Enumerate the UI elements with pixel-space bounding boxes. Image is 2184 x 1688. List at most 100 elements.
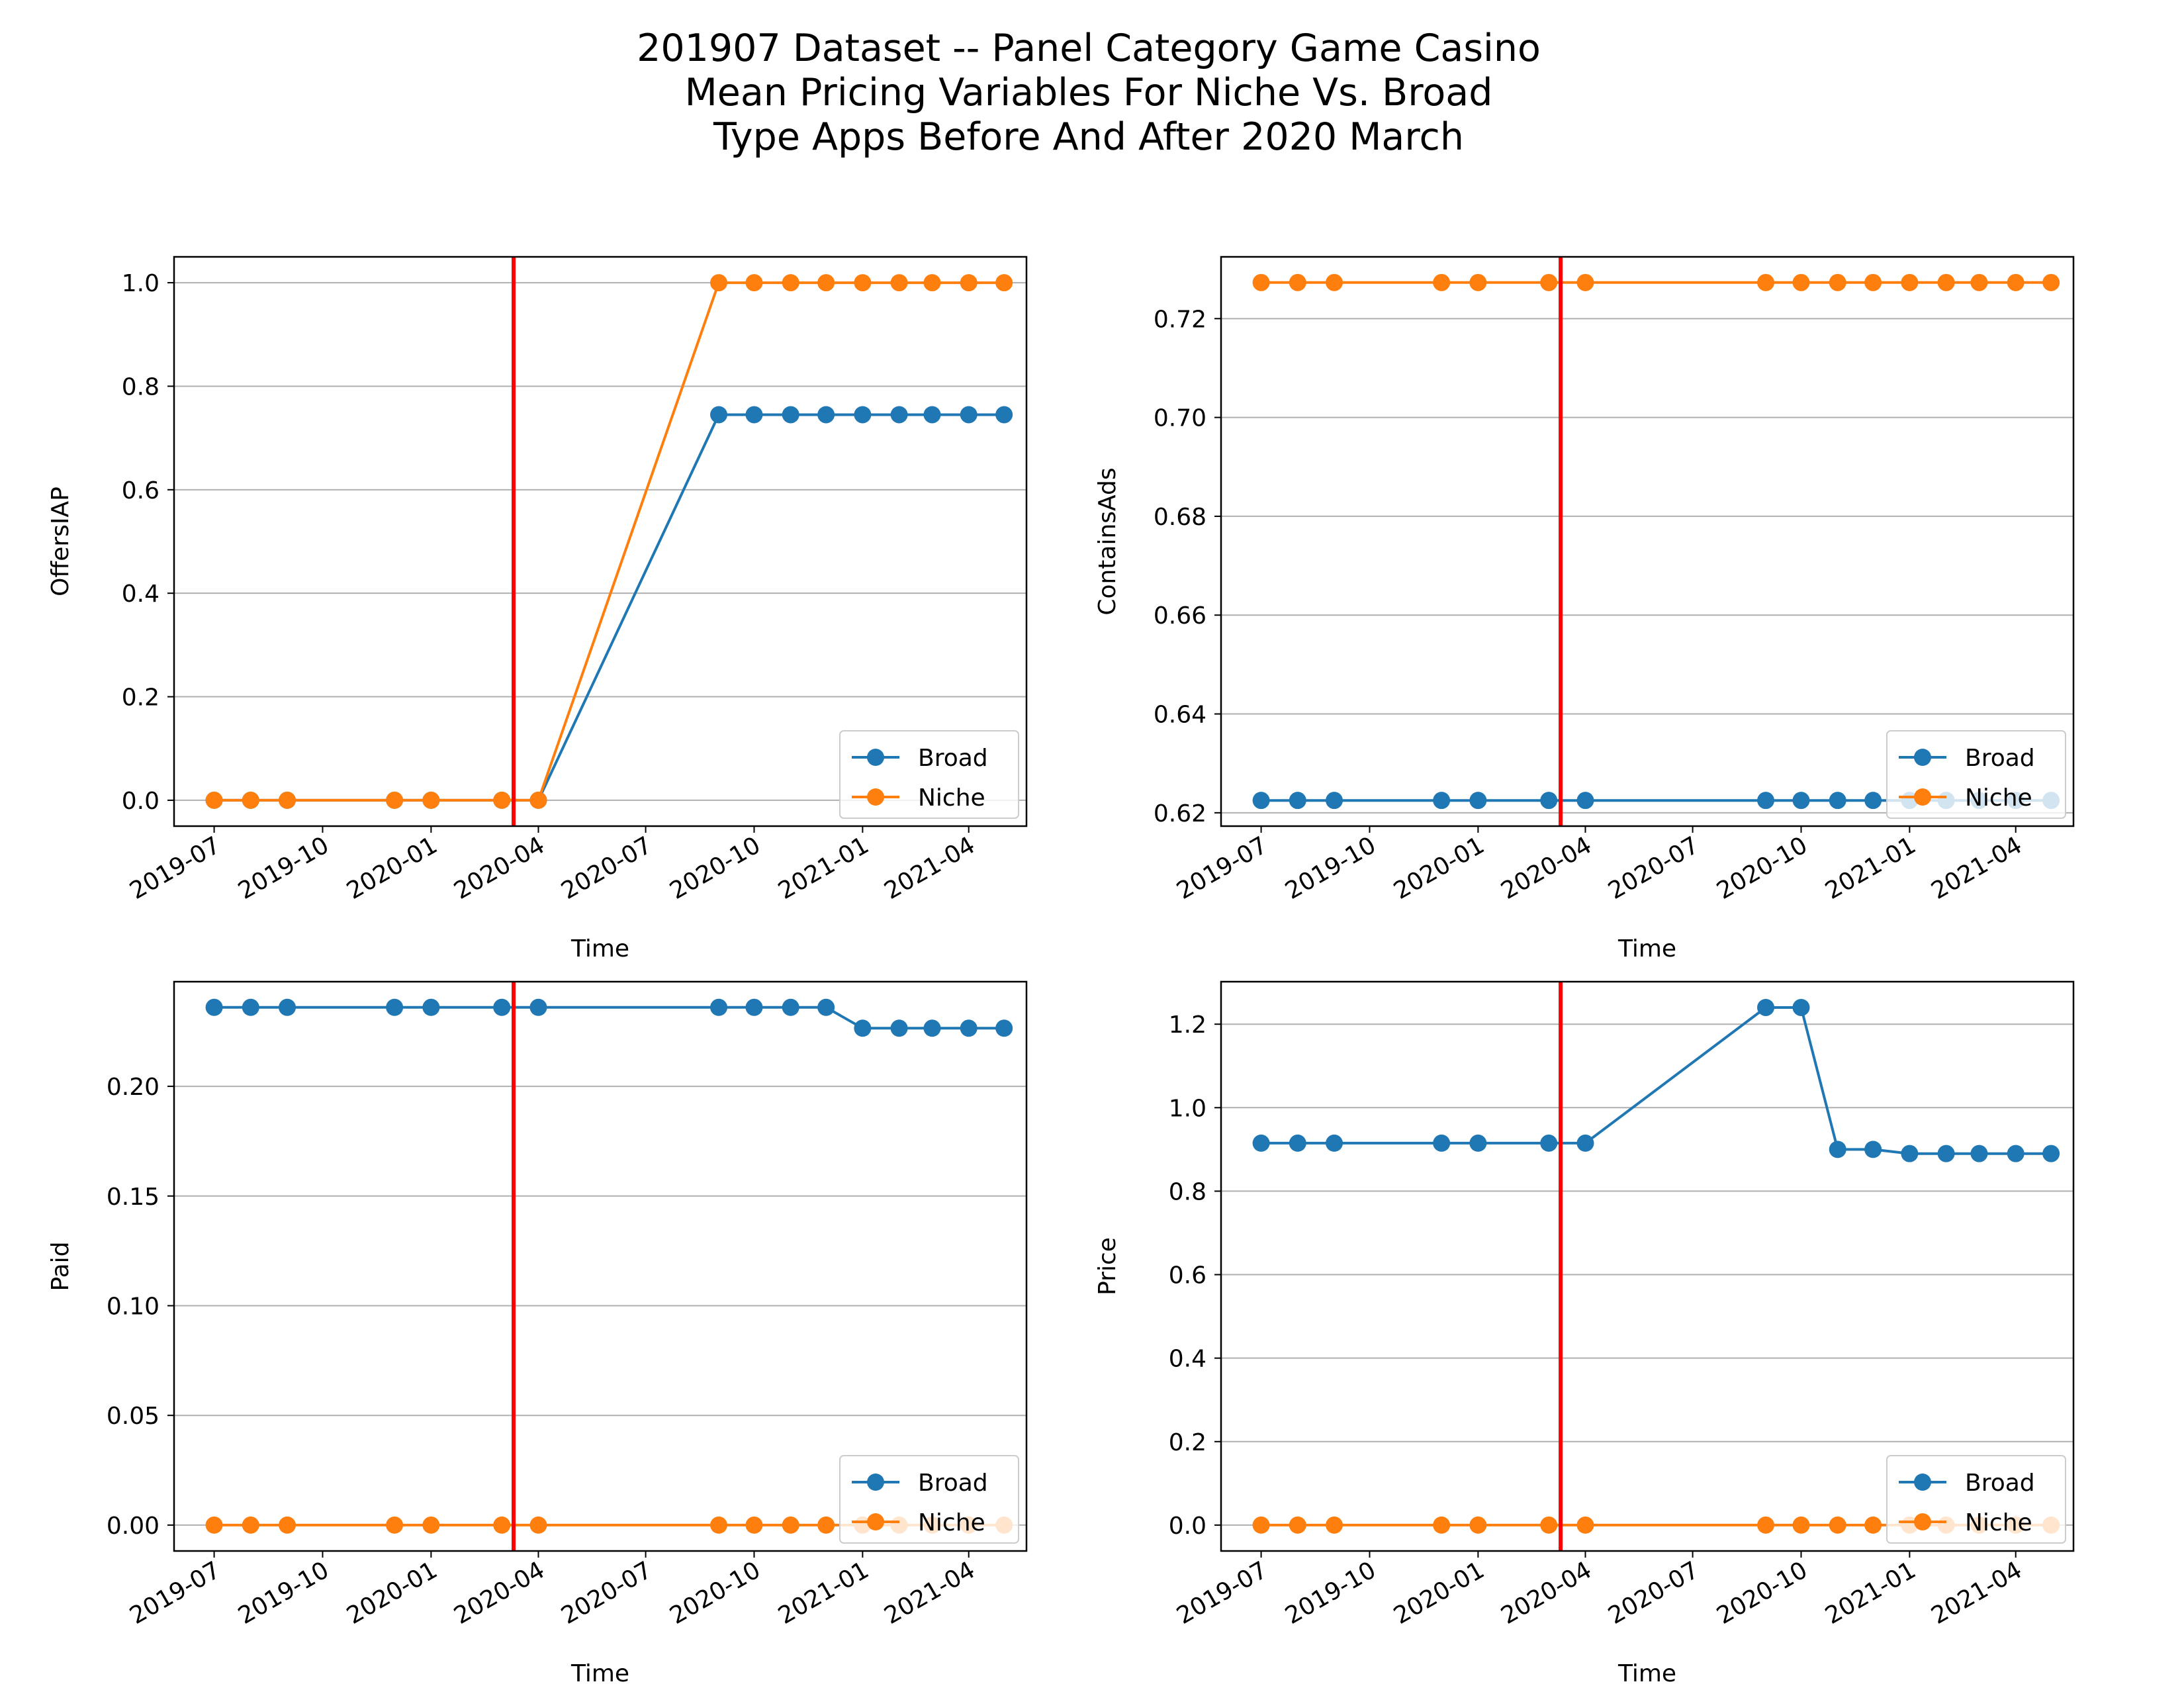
data-point-niche <box>2007 273 2025 291</box>
data-point-broad <box>995 1019 1013 1037</box>
y-tick-label: 0.2 <box>1169 1429 1206 1456</box>
y-tick-label: 0.64 <box>1154 702 1206 729</box>
data-point-broad <box>890 1019 908 1037</box>
x-tick-label: 2021-04 <box>1927 831 2026 905</box>
y-axis-label: OffersIAP <box>47 487 74 596</box>
plot-frame <box>1220 980 2075 1552</box>
data-point-broad <box>1970 1145 1988 1162</box>
data-point-niche <box>529 791 547 809</box>
y-tick-label: 0.4 <box>1169 1346 1206 1373</box>
data-point-broad <box>1829 792 1846 810</box>
data-point-niche <box>817 274 835 292</box>
legend: Broad Niche <box>839 730 1019 819</box>
data-point-niche <box>1757 1516 1775 1534</box>
data-point-broad <box>960 1019 978 1037</box>
data-point-broad <box>1289 792 1306 810</box>
data-point-broad <box>1864 1141 1882 1158</box>
data-point-broad <box>1433 792 1451 810</box>
legend-marker-niche <box>867 1513 884 1530</box>
data-point-niche <box>1326 273 1343 291</box>
legend-label-broad: Broad <box>918 1470 988 1497</box>
data-point-niche <box>782 1516 799 1534</box>
data-point-niche <box>205 1516 223 1534</box>
data-point-broad <box>1901 1145 1919 1162</box>
data-point-niche <box>1792 1516 1810 1534</box>
data-point-niche <box>1252 1516 1270 1534</box>
y-tick-label: 0.6 <box>122 477 159 504</box>
y-tick-label: 0.70 <box>1154 405 1206 432</box>
data-point-niche <box>1433 273 1451 291</box>
series-line-broad <box>214 1006 1005 1030</box>
data-point-broad <box>923 406 941 424</box>
legend-label-broad: Broad <box>1965 745 2035 772</box>
data-point-niche <box>1901 273 1919 291</box>
data-point-niche <box>1864 1516 1882 1534</box>
x-tick-label: 2020-10 <box>665 1556 765 1630</box>
data-point-niche <box>710 274 728 292</box>
y-tick-label: 0.6 <box>1169 1262 1206 1289</box>
data-point-niche <box>422 1516 440 1534</box>
data-point-broad <box>1252 1134 1270 1152</box>
y-axis-label: ContainsAds <box>1094 467 1121 615</box>
x-tick-label: 2020-04 <box>1496 831 1596 905</box>
series-line-broad <box>1261 1006 2052 1155</box>
data-point-niche <box>1864 273 1882 291</box>
data-point-niche <box>710 1516 728 1534</box>
y-tick-label: 0.00 <box>107 1513 159 1540</box>
data-point-broad <box>1433 1134 1451 1152</box>
data-point-niche <box>1433 1516 1451 1534</box>
data-point-niche <box>960 274 978 292</box>
data-point-broad <box>1757 998 1775 1016</box>
data-point-broad <box>1757 792 1775 810</box>
y-tick-label: 0.4 <box>122 581 159 608</box>
data-point-broad <box>782 998 799 1016</box>
data-point-niche <box>1576 273 1594 291</box>
data-point-niche <box>1326 1516 1343 1534</box>
legend-label-broad: Broad <box>1965 1470 2035 1497</box>
data-point-broad <box>960 406 978 424</box>
legend-marker-niche <box>1914 788 1931 806</box>
x-tick-label: 2020-07 <box>557 1556 657 1630</box>
data-point-broad <box>1829 1141 1846 1158</box>
x-axis-label: Time <box>570 935 629 962</box>
data-point-niche <box>422 791 440 809</box>
y-tick-label: 0.8 <box>1169 1178 1206 1205</box>
data-point-broad <box>854 1019 872 1037</box>
data-point-broad <box>710 998 728 1016</box>
y-tick-label: 0.15 <box>107 1184 159 1211</box>
x-axis-label: Time <box>1617 935 1676 962</box>
data-point-niche <box>1469 1516 1487 1534</box>
x-tick-label: 2020-10 <box>1712 831 1812 905</box>
y-axis-label: Paid <box>47 1241 74 1291</box>
y-tick-label: 1.0 <box>122 270 159 297</box>
data-point-broad <box>923 1019 941 1037</box>
data-point-niche <box>854 274 872 292</box>
data-point-niche <box>1937 273 1955 291</box>
y-tick-label: 0.05 <box>107 1403 159 1430</box>
legend-label-niche: Niche <box>1965 1509 2032 1536</box>
x-tick-label: 2020-04 <box>449 831 549 905</box>
data-point-broad <box>1540 792 1558 810</box>
legend-marker-niche <box>1914 1513 1931 1530</box>
data-point-broad <box>710 406 728 424</box>
data-point-niche <box>1540 1516 1558 1534</box>
data-point-niche <box>782 274 799 292</box>
x-tick-label: 2019-07 <box>1172 1556 1272 1630</box>
data-point-broad <box>1469 1134 1487 1152</box>
y-tick-label: 0.8 <box>122 373 159 400</box>
data-point-broad <box>1792 998 1810 1016</box>
legend-marker-broad <box>1914 1474 1931 1491</box>
data-point-broad <box>2007 1145 2025 1162</box>
x-tick-label: 2019-10 <box>234 831 334 905</box>
data-point-niche <box>386 791 404 809</box>
data-point-niche <box>1757 273 1775 291</box>
x-tick-label: 2020-01 <box>1389 831 1489 905</box>
y-tick-label: 0.72 <box>1154 306 1206 333</box>
x-tick-label: 2021-01 <box>774 831 874 905</box>
x-tick-label: 2020-04 <box>1496 1556 1596 1630</box>
figure-title: 201907 Dataset -- Panel Category Game Ca… <box>637 26 1541 159</box>
data-point-niche <box>493 791 511 809</box>
